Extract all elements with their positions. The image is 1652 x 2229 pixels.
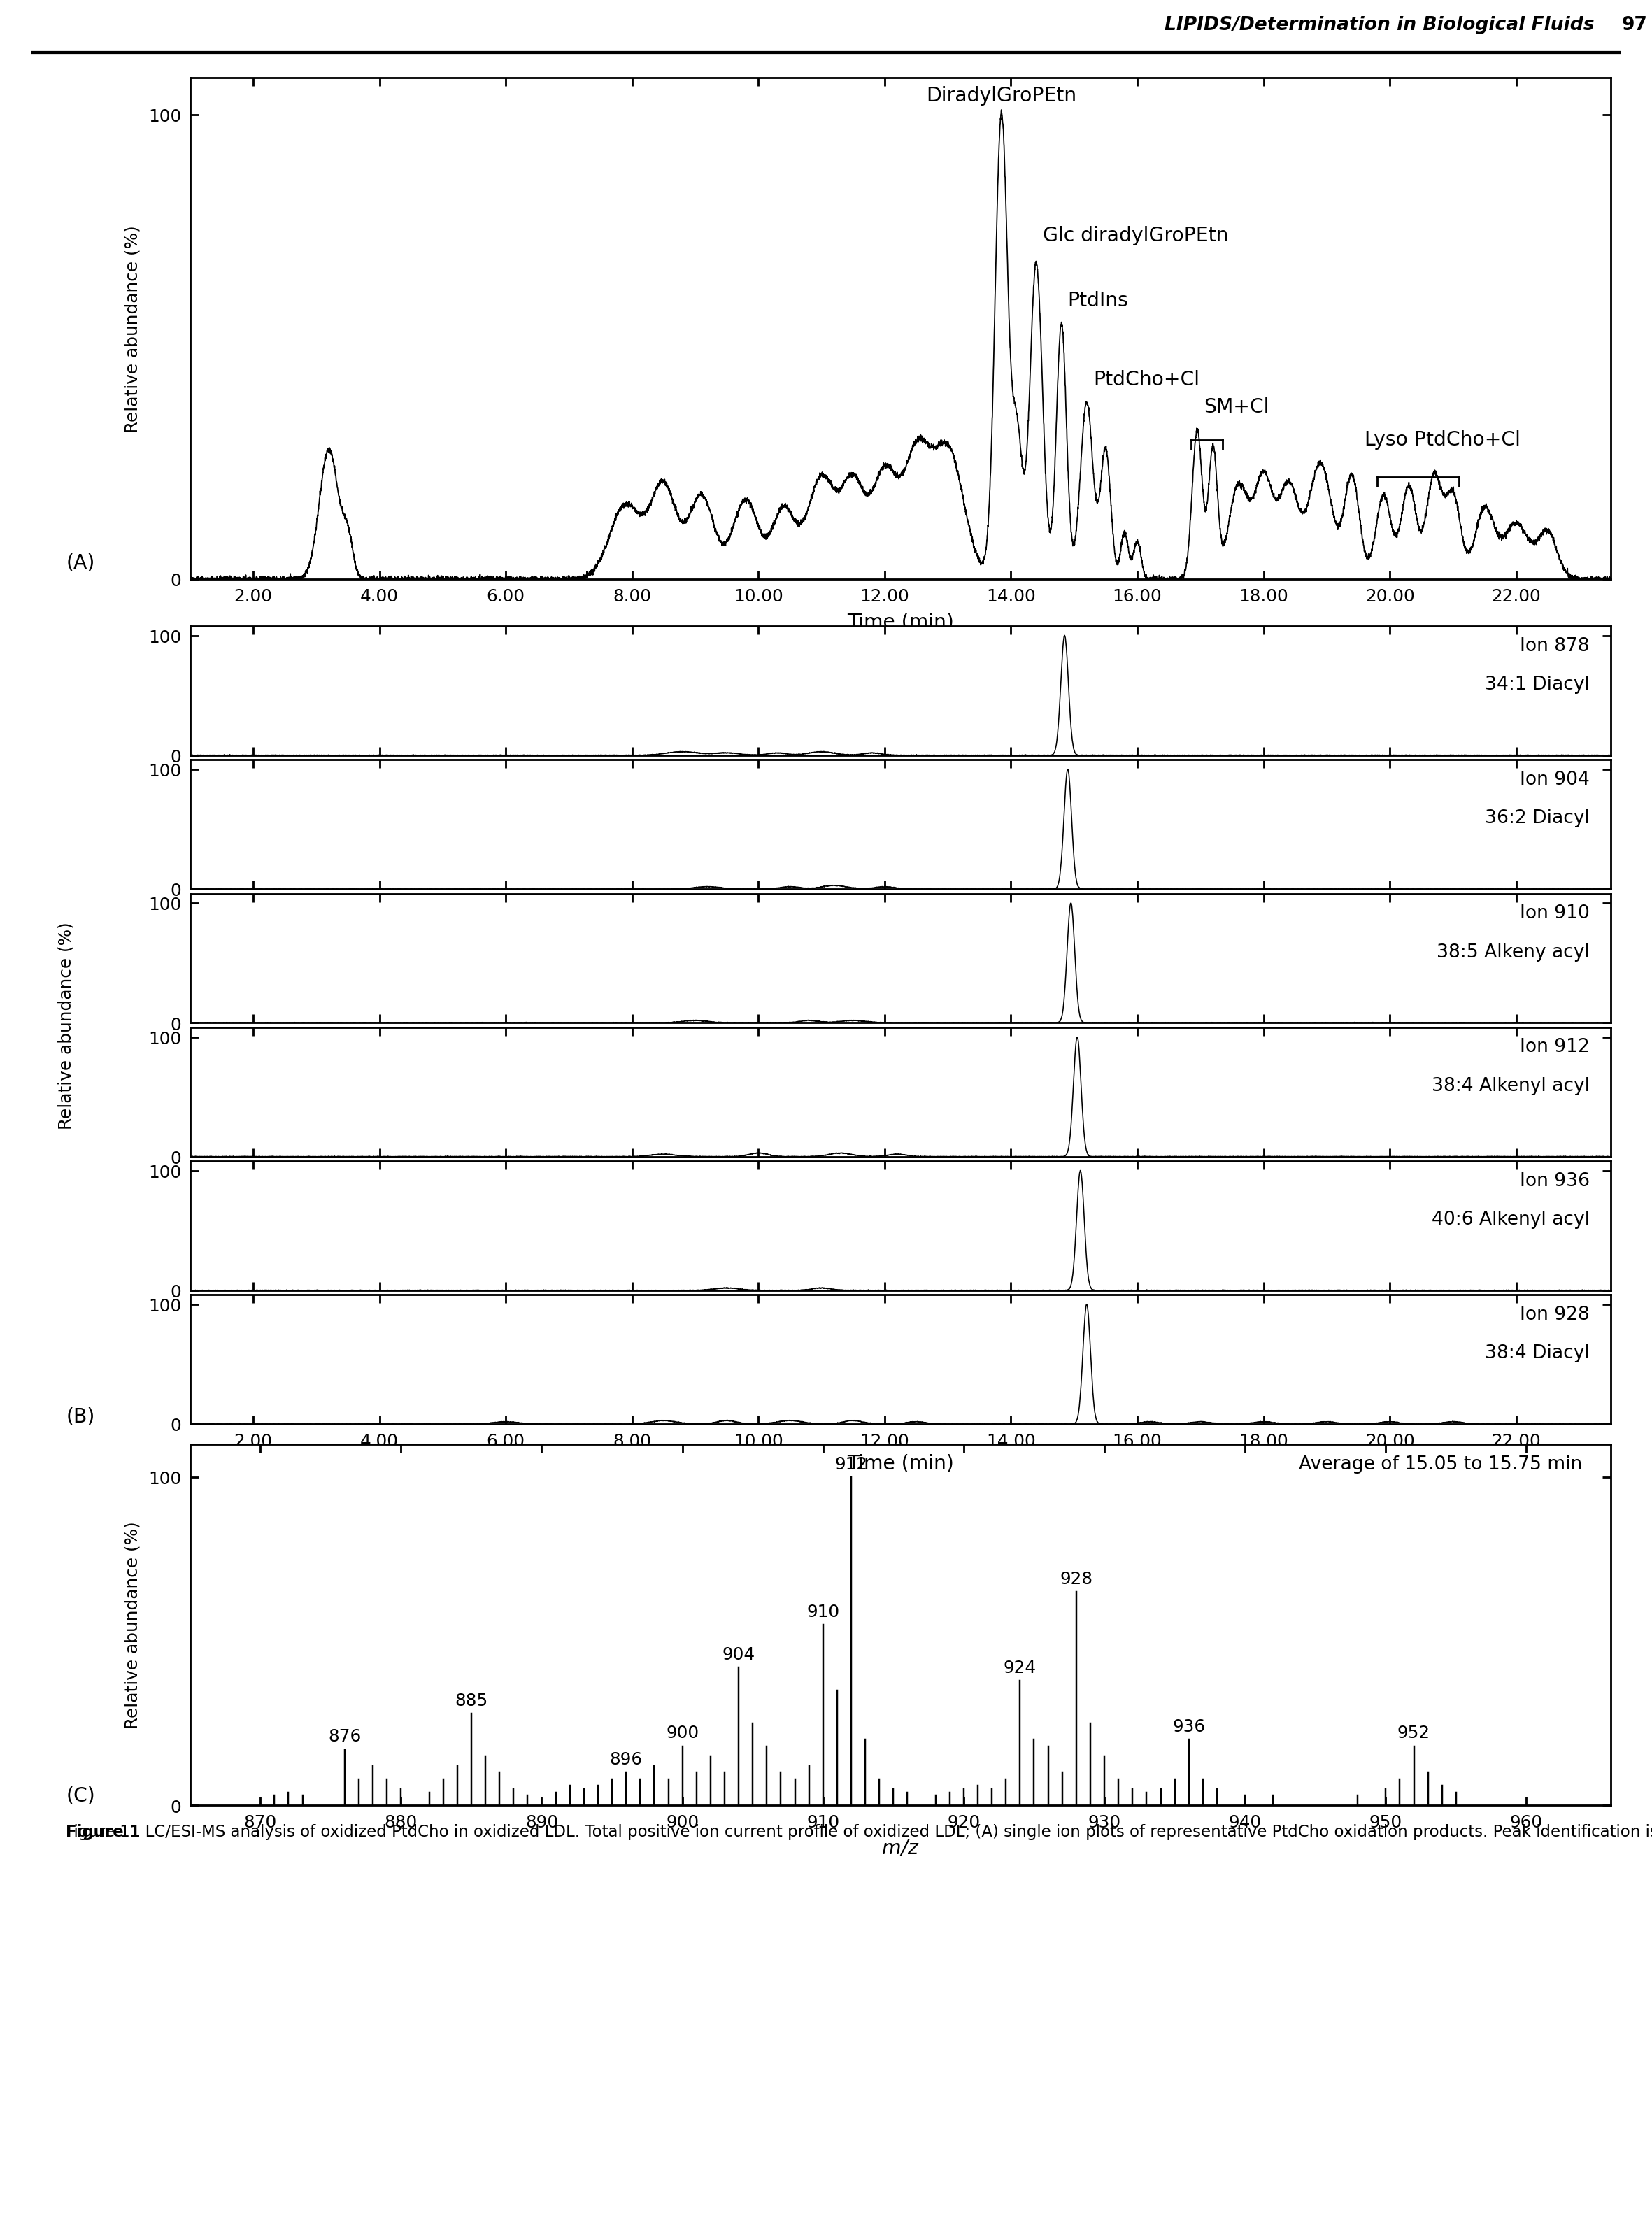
Text: Lyso PtdCho+Cl: Lyso PtdCho+Cl [1365, 430, 1520, 450]
Text: 38:4 Alkenyl acyl: 38:4 Alkenyl acyl [1431, 1077, 1589, 1094]
Text: Figure 1   LC/ESI-MS analysis of oxidized PtdCho in oxidized LDL. Total positive: Figure 1 LC/ESI-MS analysis of oxidized … [66, 1823, 1652, 1839]
Text: SM+Cl: SM+Cl [1203, 397, 1269, 417]
Text: Figure 1: Figure 1 [66, 1823, 140, 1839]
Text: Glc diradylGroPEtn: Glc diradylGroPEtn [1042, 225, 1227, 245]
Y-axis label: Relative abundance (%): Relative abundance (%) [124, 225, 140, 432]
Text: Ion 878: Ion 878 [1520, 637, 1589, 655]
X-axis label: Time (min): Time (min) [847, 613, 953, 633]
Y-axis label: Relative abundance (%): Relative abundance (%) [124, 1520, 140, 1730]
Text: Ion 928: Ion 928 [1520, 1306, 1589, 1324]
Text: 876: 876 [329, 1727, 362, 1745]
Text: 38:5 Alkeny acyl: 38:5 Alkeny acyl [1436, 943, 1589, 961]
Text: 924: 924 [1003, 1658, 1036, 1676]
Text: DiradylGroPEtn: DiradylGroPEtn [927, 87, 1077, 105]
Text: 40:6 Alkenyl acyl: 40:6 Alkenyl acyl [1431, 1210, 1589, 1228]
X-axis label: m/z: m/z [882, 1839, 919, 1859]
Text: 36:2 Diacyl: 36:2 Diacyl [1485, 809, 1589, 827]
Text: PtdCho+Cl: PtdCho+Cl [1094, 370, 1199, 390]
Text: 904: 904 [722, 1645, 755, 1663]
Text: Average of 15.05 to 15.75 min: Average of 15.05 to 15.75 min [1298, 1456, 1583, 1473]
Text: (C): (C) [66, 1785, 96, 1805]
Text: 936: 936 [1173, 1719, 1206, 1734]
Text: 910: 910 [806, 1603, 839, 1620]
Text: Relative abundance (%): Relative abundance (%) [58, 921, 74, 1130]
Text: Ion 912: Ion 912 [1520, 1039, 1589, 1057]
Text: 97: 97 [1621, 16, 1647, 33]
Text: 38:4 Diacyl: 38:4 Diacyl [1485, 1344, 1589, 1362]
Text: 896: 896 [610, 1752, 643, 1768]
Text: 34:1 Diacyl: 34:1 Diacyl [1485, 675, 1589, 693]
Text: Ion 910: Ion 910 [1520, 905, 1589, 923]
Text: 928: 928 [1059, 1571, 1092, 1587]
Text: 952: 952 [1398, 1725, 1431, 1741]
Text: (A): (A) [66, 553, 96, 573]
Text: 885: 885 [454, 1692, 487, 1710]
Text: Ion 904: Ion 904 [1520, 771, 1589, 789]
Text: (B): (B) [66, 1406, 96, 1427]
Text: 912: 912 [834, 1456, 867, 1473]
Text: PtdIns: PtdIns [1067, 290, 1128, 310]
Text: Ion 936: Ion 936 [1520, 1172, 1589, 1190]
Text: LIPIDS/Determination in Biological Fluids: LIPIDS/Determination in Biological Fluid… [1165, 16, 1607, 33]
Text: 900: 900 [666, 1725, 699, 1741]
Text: Time (min): Time (min) [847, 1453, 953, 1473]
